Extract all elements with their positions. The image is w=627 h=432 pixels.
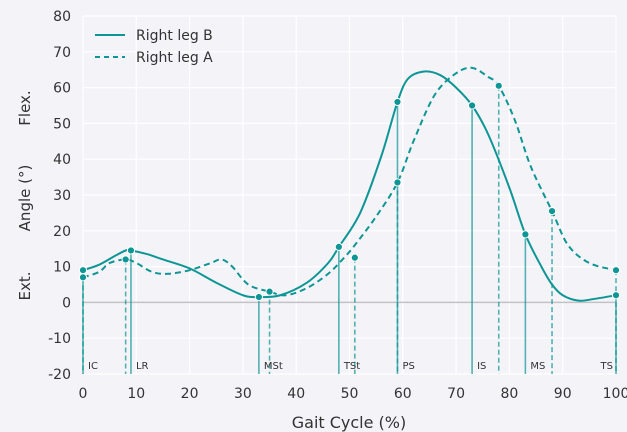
data-point (467, 101, 477, 110)
data-point (547, 207, 557, 216)
data-point (611, 266, 621, 275)
y-tick-label: 40 (53, 152, 71, 168)
phase-label: MSt (264, 361, 283, 372)
y-tick-label: 60 (53, 81, 71, 97)
phase-label: PS (402, 361, 414, 372)
data-point (126, 246, 136, 255)
data-point (611, 291, 621, 300)
data-point (521, 230, 530, 239)
phase-label: IS (477, 361, 486, 372)
grid (82, 15, 617, 375)
y-axis-flex-label: Flex. (16, 90, 34, 125)
x-tick-label: 40 (287, 386, 305, 402)
x-tick-label: 90 (554, 386, 572, 402)
x-tick-label: 30 (234, 386, 252, 402)
phase-label-layer: IC LR MSt TSt PS IS MS TS (88, 361, 613, 372)
data-point (265, 287, 274, 296)
legend-label-series-1: Right leg A (136, 50, 213, 66)
tick-labels: 0 10 20 30 40 50 60 70 80 90 100 -20 -10 0 10 20 30 40 50 6… (48, 9, 627, 402)
data-point (350, 253, 359, 262)
phase-label: LR (136, 361, 149, 372)
data-point (121, 255, 130, 264)
x-tick-label: 0 (79, 386, 88, 402)
data-point (78, 266, 88, 275)
x-tick-label: 20 (181, 386, 199, 402)
y-axis-label: Angle (°) (16, 165, 34, 232)
y-tick-label: 0 (62, 295, 71, 311)
series-line-0 (82, 70, 617, 302)
y-tick-label: 10 (53, 260, 71, 276)
data-point (334, 242, 343, 252)
y-tick-label: 20 (53, 224, 71, 240)
phase-label: TSt (343, 361, 360, 372)
phase-lines (82, 85, 617, 374)
y-tick-label: -20 (48, 367, 71, 383)
legend-label-series-0: Right leg B (136, 28, 213, 44)
marker-layer (78, 81, 621, 302)
phase-label: IC (88, 361, 98, 372)
data-point (393, 178, 402, 187)
series-layer (82, 66, 617, 302)
data-point (78, 273, 88, 282)
series-line-1 (82, 66, 617, 297)
data-point (393, 97, 402, 107)
data-point (494, 81, 503, 90)
y-axis-ext-label: Ext. (16, 271, 34, 300)
x-tick-label: 80 (500, 386, 518, 402)
phase-label: MS (530, 361, 545, 372)
x-tick-label: 100 (603, 386, 627, 402)
y-tick-label: 30 (53, 188, 71, 204)
y-tick-label: 70 (53, 45, 71, 61)
y-tick-label: 50 (53, 116, 71, 132)
x-tick-label: 60 (394, 386, 412, 402)
x-axis-label: Gait Cycle (%) (292, 413, 407, 432)
data-point (254, 292, 263, 302)
legend: Right leg B Right leg A (95, 28, 213, 66)
y-tick-label: 80 (53, 9, 71, 25)
phase-label: TS (600, 361, 613, 372)
x-tick-label: 10 (127, 386, 145, 402)
x-tick-label: 50 (341, 386, 359, 402)
x-tick-label: 70 (447, 386, 465, 402)
y-tick-label: -10 (48, 331, 71, 347)
